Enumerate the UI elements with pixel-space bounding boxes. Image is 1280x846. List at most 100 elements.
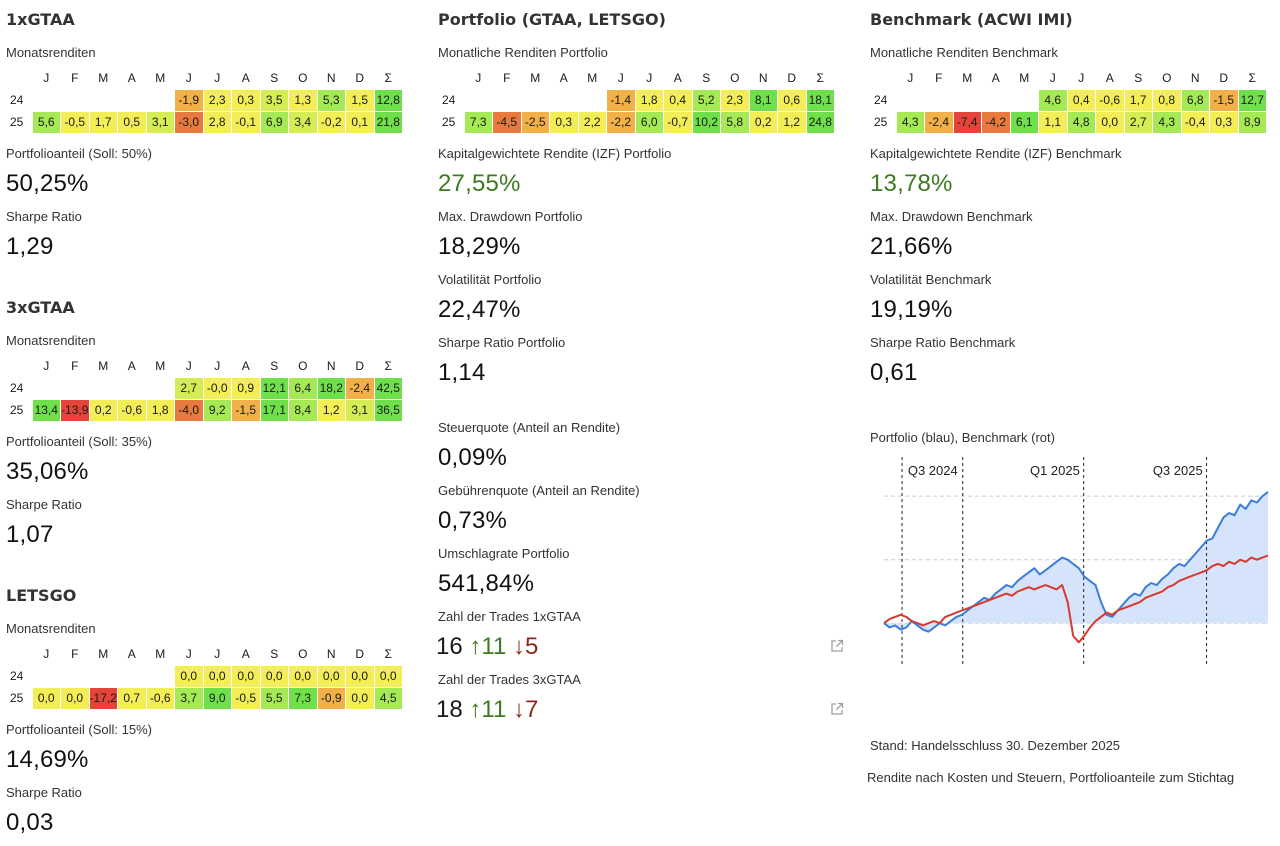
- heatmap-month-header: O: [298, 646, 308, 661]
- portfolio-dd-label: Max. Drawdown Portfolio: [438, 209, 583, 224]
- heatmap-month-header: M: [98, 358, 109, 373]
- heatmap-cell: 8,1: [748, 88, 778, 112]
- heatmap-cell: 8,4: [288, 398, 318, 422]
- heatmap-month-header: J: [185, 646, 192, 661]
- heatmap-cell: [520, 88, 550, 112]
- heatmap-month-header: S: [270, 70, 279, 85]
- heatmap-cell: [117, 664, 147, 688]
- heatmap-year-label: 25: [10, 115, 24, 129]
- performance-chart-svg: Q3 2024 Q1 2025 Q3 2025: [883, 457, 1269, 665]
- heatmap-year-label: 24: [442, 93, 456, 107]
- trades1-up: ↑11: [469, 633, 507, 660]
- trades1-external-link-icon[interactable]: [830, 639, 844, 653]
- heatmap-cell: -3,0: [174, 110, 204, 134]
- portfolio-heatmap: J F M A M J J A S O N D Σ 24 -1,4 1,8 0,4 5,2 2,3 8,1 0,6 18,…: [438, 67, 835, 134]
- heatmap-cell: 1,8: [145, 398, 175, 422]
- heatmap-cell: 4,5: [373, 686, 403, 710]
- heatmap-month-header: J: [43, 70, 50, 85]
- heatmap-cell: -1,5: [1209, 88, 1239, 112]
- portfolio-vol-value: 22,47%: [438, 296, 521, 323]
- heatmap-cell: 2,7: [174, 376, 204, 400]
- heatmap-row: 24 -1,4 1,8 0,4 5,2 2,3 8,1 0,6 18,1: [438, 88, 835, 112]
- heatmap-month-header: J: [1049, 70, 1056, 85]
- heatmap-corner: [6, 67, 32, 89]
- heatmap-cell: -4,2: [981, 110, 1011, 134]
- chart-quarter-label: Q3 2024: [908, 463, 958, 478]
- gtaa3-monthly-label: Monatsrenditen: [6, 333, 96, 348]
- heatmap-cell: -0,9: [316, 686, 346, 710]
- heatmap-month-header: M: [1019, 70, 1030, 85]
- heatmap-row: 24 4,6 0,4 -0,6 1,7 0,8 6,8 -1,5 12,7: [870, 88, 1267, 112]
- heatmap-cell: 5,5: [259, 686, 289, 710]
- heatmap-cell: 3,1: [345, 398, 375, 422]
- heatmap-row: 24 -1,9 2,3 0,3 3,5 1,3 5,3 1,5 12,8: [6, 88, 403, 112]
- heatmap-cell: 0,0: [60, 686, 90, 710]
- heatmap-cell: 6,9: [259, 110, 289, 134]
- heatmap-cell: [145, 376, 175, 400]
- heatmap-cell: 0,0: [373, 664, 403, 688]
- heatmap-cell: -0,7: [663, 110, 693, 134]
- heatmap-cell: 0,0: [174, 664, 204, 688]
- heatmap-cell: -0,5: [231, 686, 261, 710]
- gtaa3-title: 3xGTAA: [6, 298, 75, 317]
- benchmark-title: Benchmark (ACWI IMI): [870, 10, 1073, 29]
- heatmap-cell: 0,0: [316, 664, 346, 688]
- heatmap-row: 25 5,6 -0,5 1,7 0,5 3,1 -3,0 2,8 -0,1 6,9 3,4 -0,2 0…: [6, 110, 403, 134]
- heatmap-year-label: 25: [874, 115, 888, 129]
- trades3-up: ↑11: [469, 696, 507, 723]
- heatmap-month-header: Σ: [384, 358, 392, 373]
- heatmap-cell: 10,2: [691, 110, 721, 134]
- heatmap-cell: -0,0: [202, 376, 232, 400]
- heatmap-month-header: O: [298, 358, 308, 373]
- heatmap-cell: 21,8: [373, 110, 403, 134]
- heatmap-cell: 0,7: [117, 686, 147, 710]
- heatmap-cell: 5,6: [31, 110, 61, 134]
- heatmap-month-header: J: [214, 646, 221, 661]
- heatmap-cell: 0,0: [31, 686, 61, 710]
- heatmap-month-header: N: [326, 70, 336, 85]
- letsgo-share-label: Portfolioanteil (Soll: 15%): [6, 722, 152, 737]
- letsgo-share-value: 14,69%: [6, 746, 89, 773]
- trades3-total: 18: [436, 696, 463, 723]
- heatmap-row: 25 13,4 -13,9 0,2 -0,6 1,8 -4,0 9,2 -1,5 17,1 8,4 1…: [6, 398, 403, 422]
- chart-quarter-label: Q3 2025: [1153, 463, 1203, 478]
- letsgo-heatmap: J F M A M J J A S O N D Σ 24 0,0 0,0 0,0 0,0 0,0 0,0 0,0 0,0 2…: [6, 643, 403, 710]
- heatmap-cell: 4,3: [1152, 110, 1182, 134]
- heatmap-month-header: A: [127, 358, 136, 373]
- heatmap-month-header: J: [907, 70, 914, 85]
- heatmap-month-header: J: [617, 70, 624, 85]
- heatmap-month-header: J: [185, 358, 192, 373]
- heatmap-month-header: A: [673, 70, 682, 85]
- gtaa1-heatmap: J F M A M J J A S O N D Σ 24 -1,9 2,3 0,3 3,5 1,3 5,3 1,5 12,…: [6, 67, 403, 134]
- heatmap-corner: [6, 643, 32, 665]
- heatmap-year-label: 24: [10, 93, 24, 107]
- heatmap-month-header: J: [43, 358, 50, 373]
- heatmap-month-header: M: [98, 646, 109, 661]
- heatmap-cell: 0,0: [288, 664, 318, 688]
- trades3-external-link-icon[interactable]: [830, 702, 844, 716]
- letsgo-monthly-label: Monatsrenditen: [6, 621, 96, 636]
- heatmap-cell: -13,9: [60, 398, 90, 422]
- heatmap-cell: 0,2: [88, 398, 118, 422]
- heatmap-cell: 0,6: [777, 88, 807, 112]
- portfolio-area: [884, 491, 1268, 632]
- heatmap-cell: 6,4: [288, 376, 318, 400]
- heatmap-cell: -4,5: [492, 110, 522, 134]
- heatmap-corner: [6, 355, 32, 377]
- heatmap-month-header: F: [71, 358, 79, 373]
- heatmap-month-header: M: [530, 70, 541, 85]
- heatmap-cell: 8,9: [1237, 110, 1267, 134]
- heatmap-row: 24 0,0 0,0 0,0 0,0 0,0 0,0 0,0 0,0: [6, 664, 403, 688]
- heatmap-month-header: D: [355, 358, 365, 373]
- heatmap-cell: 18,2: [316, 376, 346, 400]
- heatmap-cell: 4,8: [1066, 110, 1096, 134]
- portfolio-dd-value: 18,29%: [438, 233, 521, 260]
- heatmap-cell: 2,8: [202, 110, 232, 134]
- heatmap-cell: 5,3: [316, 88, 346, 112]
- heatmap-cell: -7,4: [952, 110, 982, 134]
- trades1-values: 16 ↑11 ↓5: [436, 633, 538, 661]
- benchmark-line: [883, 554, 1269, 644]
- heatmap-cell: 0,4: [1066, 88, 1096, 112]
- heatmap-cell: -2,2: [606, 110, 636, 134]
- heatmap-month-header: N: [1190, 70, 1200, 85]
